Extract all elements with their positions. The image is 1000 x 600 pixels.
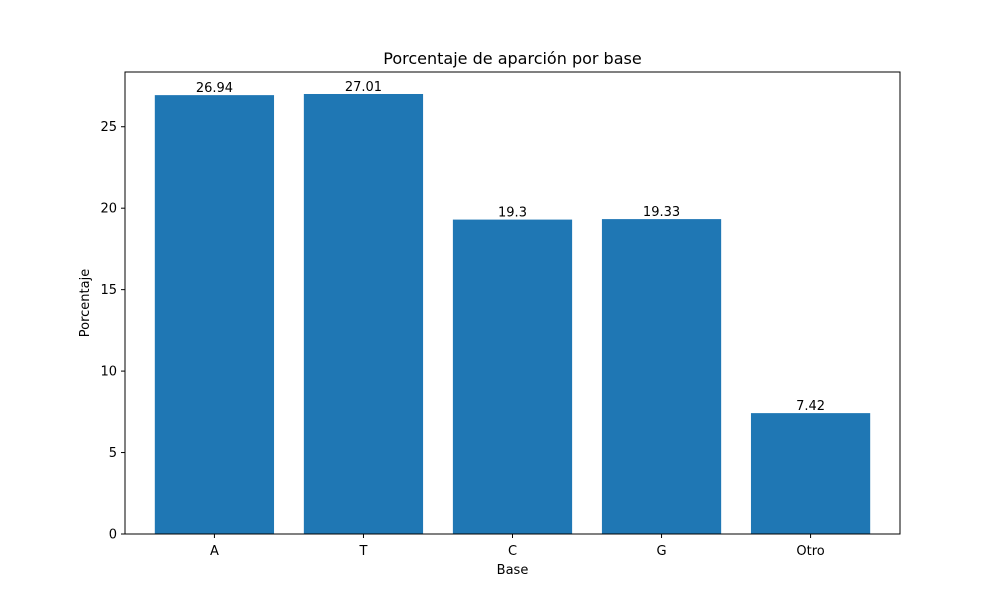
y-tick-label: 25 [100,120,117,135]
x-tick-label: Otro [796,544,824,559]
bar-value-label: 27.01 [345,80,382,95]
x-tick-label: G [656,544,666,559]
y-tick-label: 0 [109,528,117,543]
x-axis-label: Base [497,563,529,578]
bar-otro [750,413,871,534]
y-tick-label: 20 [100,202,117,217]
x-tick-label: T [358,544,367,559]
bar-value-label: 19.33 [643,205,680,220]
bar-value-labels: 26.94 27.01 19.3 19.33 7.42 [196,80,825,414]
y-tick-label: 10 [100,365,117,380]
bar-value-label: 19.3 [498,206,527,221]
y-tick-label: 5 [109,446,117,461]
x-tick-label: A [210,544,219,559]
x-tick-label: C [508,544,517,559]
y-axis-ticks: 0 5 10 15 20 25 [100,120,125,543]
chart-title: Porcentaje de aparción por base [383,49,641,68]
bar-t [303,93,424,534]
bar-value-label: 7.42 [796,399,825,414]
bar-c [452,219,573,534]
x-axis-ticks: A T C G Otro [210,534,825,559]
bar-value-label: 26.94 [196,81,233,96]
bars [154,93,871,535]
bar-a [154,95,275,535]
bar-g [601,219,722,534]
y-axis-label: Porcentaje [78,269,93,337]
y-tick-label: 15 [100,283,117,298]
